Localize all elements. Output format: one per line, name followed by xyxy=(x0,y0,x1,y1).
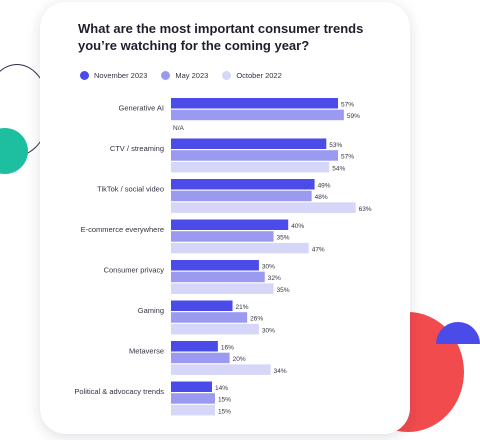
value-label-generative-ai-may-2023: 59% xyxy=(347,113,360,120)
chart-legend: November 2023 May 2023 October 2022 xyxy=(80,68,282,82)
legend-label-may-2023: May 2023 xyxy=(175,70,209,80)
value-label-consumer-privacy-may-2023: 32% xyxy=(268,275,281,282)
value-label-ctv-streaming-may-2023: 57% xyxy=(341,154,354,161)
value-label-gaming-october-2022: 30% xyxy=(262,327,275,334)
value-label-metaverse-october-2022: 34% xyxy=(274,368,287,375)
bar-gaming-october-2022 xyxy=(171,323,259,335)
legend-swatch-november-2023 xyxy=(80,70,89,80)
category-label-consumer-privacy: Consumer privacy xyxy=(104,266,165,275)
value-label-e-commerce-everywhere-may-2023: 35% xyxy=(277,235,290,242)
value-label-gaming-november-2023: 21% xyxy=(236,304,249,311)
legend-label-november-2023: November 2023 xyxy=(94,70,148,80)
bar-gaming-november-2023 xyxy=(171,300,233,311)
value-label-metaverse-may-2023: 20% xyxy=(233,356,246,363)
value-label-political-advocacy-trends-may-2023: 15% xyxy=(218,397,231,404)
value-label-political-advocacy-trends-november-2023: 14% xyxy=(215,385,228,392)
bar-political-advocacy-trends-may-2023 xyxy=(171,393,215,404)
bar-ctv-streaming-october-2022 xyxy=(171,161,330,173)
chart-title: What are the most important consumer tre… xyxy=(78,21,364,53)
bar-metaverse-october-2022 xyxy=(171,364,271,375)
bar-generative-ai-november-2023 xyxy=(171,98,339,109)
value-label-political-advocacy-trends-october-2022: 15% xyxy=(218,408,231,415)
bar-metaverse-may-2023 xyxy=(171,352,230,364)
bar-generative-ai-may-2023 xyxy=(171,109,344,121)
legend-item-may-2023: May 2023 xyxy=(161,70,209,80)
legend-item-october-2022: October 2022 xyxy=(222,70,282,80)
bar-ctv-streaming-november-2023 xyxy=(171,138,327,149)
bar-metaverse-november-2023 xyxy=(171,341,218,352)
value-label-consumer-privacy-november-2023: 30% xyxy=(262,264,275,271)
value-label-metaverse-november-2023: 16% xyxy=(221,345,234,352)
value-label-tiktok-social-video-october-2022: 63% xyxy=(359,206,372,213)
bar-e-commerce-everywhere-october-2022 xyxy=(171,242,309,254)
value-label-consumer-privacy-october-2022: 35% xyxy=(277,287,290,294)
category-label-political-advocacy-trends: Political & advocacy trends xyxy=(74,387,164,396)
decorative-blue-semicircle xyxy=(436,322,480,344)
legend-swatch-may-2023 xyxy=(161,70,171,80)
category-label-ctv-streaming: CTV / streaming xyxy=(110,144,164,153)
category-label-metaverse: Metaverse xyxy=(129,347,164,356)
bar-consumer-privacy-may-2023 xyxy=(171,271,265,283)
value-label-ctv-streaming-november-2023: 53% xyxy=(329,142,342,149)
bar-e-commerce-everywhere-may-2023 xyxy=(171,231,274,242)
category-label-e-commerce-everywhere: E-commerce everywhere xyxy=(81,225,164,234)
bar-tiktok-social-video-november-2023 xyxy=(171,179,315,190)
value-label-gaming-may-2023: 26% xyxy=(250,316,263,323)
bar-gaming-may-2023 xyxy=(171,312,248,323)
value-label-tiktok-social-video-november-2023: 49% xyxy=(318,183,331,190)
bar-consumer-privacy-october-2022 xyxy=(171,283,274,294)
legend-label-october-2022: October 2022 xyxy=(236,70,282,80)
category-label-tiktok-social-video: TikTok / social video xyxy=(97,185,164,194)
value-label-ctv-streaming-october-2022: 54% xyxy=(332,165,345,172)
bar-e-commerce-everywhere-november-2023 xyxy=(171,219,289,230)
legend-item-november-2023: November 2023 xyxy=(80,70,148,80)
bar-political-advocacy-trends-october-2022 xyxy=(171,404,215,416)
value-label-generative-ai-november-2023: 57% xyxy=(341,102,354,109)
value-label-e-commerce-everywhere-november-2023: 40% xyxy=(291,223,304,230)
bar-tiktok-social-video-may-2023 xyxy=(171,190,312,202)
value-label-e-commerce-everywhere-october-2022: 47% xyxy=(312,246,325,253)
category-label-generative-ai: Generative AI xyxy=(119,104,164,113)
bar-ctv-streaming-may-2023 xyxy=(171,150,339,161)
category-label-gaming: Gaming xyxy=(138,306,164,315)
value-label-generative-ai-october-2022: N/A xyxy=(173,125,185,132)
bar-consumer-privacy-november-2023 xyxy=(171,260,259,271)
legend-swatch-october-2022 xyxy=(222,70,232,80)
value-label-tiktok-social-video-may-2023: 48% xyxy=(315,194,328,201)
bar-tiktok-social-video-october-2022 xyxy=(171,202,356,213)
bar-political-advocacy-trends-november-2023 xyxy=(171,381,213,392)
